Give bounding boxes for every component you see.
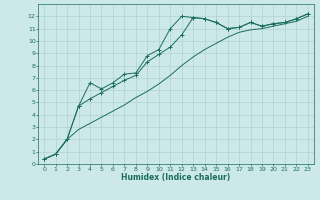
X-axis label: Humidex (Indice chaleur): Humidex (Indice chaleur)	[121, 173, 231, 182]
